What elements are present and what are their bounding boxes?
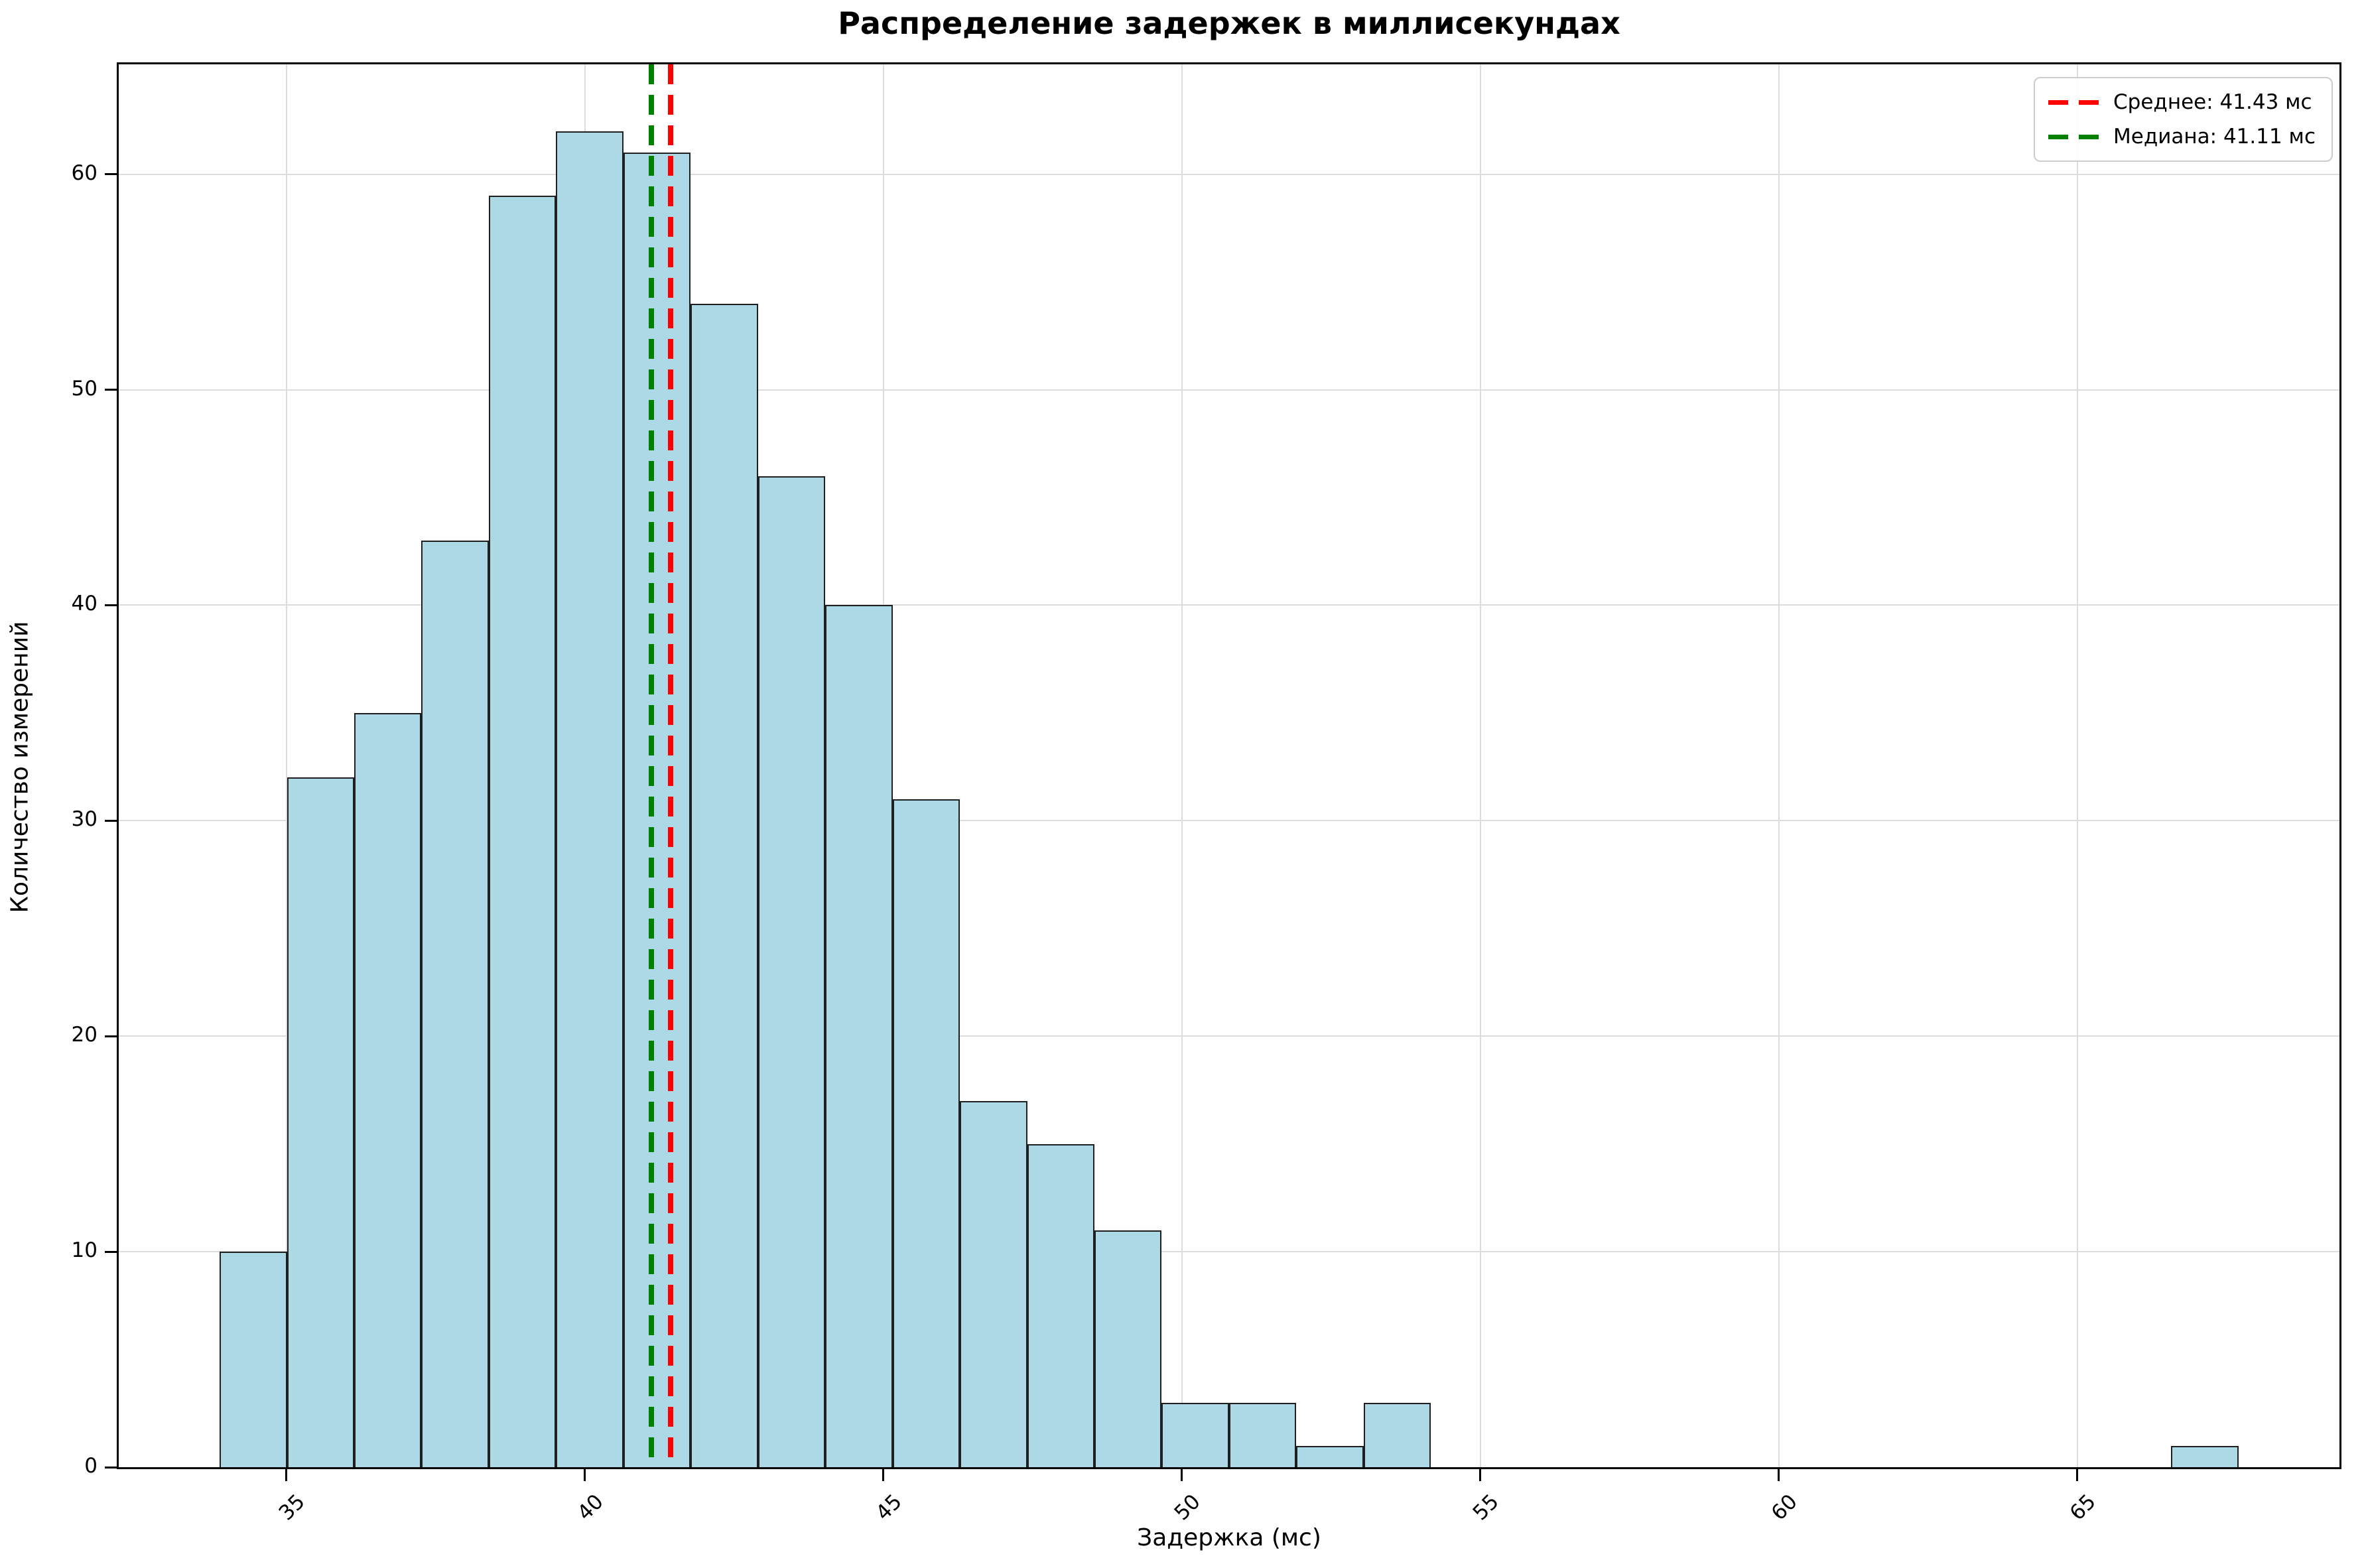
x-gridline [1778, 64, 1780, 1467]
histogram-bar [287, 777, 354, 1467]
y-tick-mark [105, 1250, 117, 1253]
plot-area [105, 62, 2341, 1481]
legend-item-median: Медиана: 41.11 мс [2048, 125, 2316, 149]
x-tick-mark [2076, 1469, 2079, 1481]
histogram-bar [556, 131, 624, 1467]
histogram-bar [757, 476, 826, 1467]
x-tick-mark [1778, 1469, 1780, 1481]
x-tick-mark [1479, 1469, 1482, 1481]
x-tick-mark [1181, 1469, 1183, 1481]
histogram-bar [1094, 1230, 1162, 1467]
y-axis-label: Количество измерений [6, 621, 34, 913]
legend-label-mean: Среднее: 41.43 мс [2113, 90, 2312, 114]
x-tick-mark [584, 1469, 586, 1481]
histogram-bar [1027, 1143, 1095, 1467]
mean-dashed-line-swatch [2048, 99, 2099, 105]
x-tick-label: 45 [872, 1490, 907, 1526]
histogram-bar [1363, 1402, 1431, 1467]
y-tick-label: 20 [71, 1023, 98, 1047]
histogram-bar [354, 712, 422, 1467]
median-line [648, 64, 654, 1467]
x-tick-mark [882, 1469, 885, 1481]
y-tick-mark [105, 1035, 117, 1037]
y-gridline [119, 1035, 2339, 1037]
histogram-bar [488, 196, 557, 1467]
legend-label-median: Медиана: 41.11 мс [2113, 125, 2316, 149]
mean-line [667, 64, 673, 1467]
x-tick-label: 55 [1469, 1490, 1504, 1526]
x-gridline [2076, 64, 2078, 1467]
x-tick-label: 35 [275, 1490, 310, 1526]
y-tick-label: 50 [71, 376, 98, 401]
y-gridline [119, 604, 2339, 606]
histogram-bar [1296, 1445, 1364, 1467]
y-tick-label: 60 [71, 161, 98, 185]
histogram-bar [421, 541, 489, 1467]
y-gridline [119, 1251, 2339, 1253]
x-tick-label: 50 [1170, 1490, 1206, 1526]
y-tick-label: 0 [84, 1454, 98, 1478]
y-tick-label: 10 [71, 1238, 98, 1263]
y-gridline [119, 820, 2339, 822]
chart-title: Распределение задержек в миллисекундах [838, 5, 1620, 41]
y-gridline [119, 173, 2339, 175]
x-tick-label: 60 [1767, 1490, 1803, 1526]
y-tick-label: 30 [71, 807, 98, 832]
x-gridline [1181, 64, 1183, 1467]
histogram-bar [623, 153, 691, 1467]
x-axis-label: Задержка (мс) [1137, 1524, 1321, 1551]
histogram-bar [825, 605, 893, 1467]
x-tick-label: 65 [2066, 1490, 2101, 1526]
histogram-bar [690, 303, 758, 1467]
y-tick-mark [105, 173, 117, 176]
histogram-bar [1161, 1402, 1229, 1467]
histogram-bar [960, 1100, 1027, 1467]
x-gridline [1479, 64, 1481, 1467]
x-tick-label: 40 [573, 1490, 609, 1526]
legend: Среднее: 41.43 мс Медиана: 41.11 мс [2034, 77, 2333, 162]
y-tick-mark [105, 819, 117, 822]
y-tick-mark [105, 604, 117, 606]
x-gridline [285, 64, 287, 1467]
histogram-bar [220, 1252, 287, 1467]
x-tick-mark [285, 1469, 288, 1481]
y-tick-mark [105, 389, 117, 391]
histogram-bar [892, 799, 960, 1467]
median-dashed-line-swatch [2048, 134, 2099, 139]
legend-item-mean: Среднее: 41.43 мс [2048, 90, 2316, 114]
histogram-bar [1228, 1402, 1297, 1467]
y-tick-mark [105, 1466, 117, 1469]
y-gridline [119, 389, 2339, 391]
histogram-bar [2171, 1445, 2239, 1467]
y-tick-label: 40 [71, 592, 98, 616]
